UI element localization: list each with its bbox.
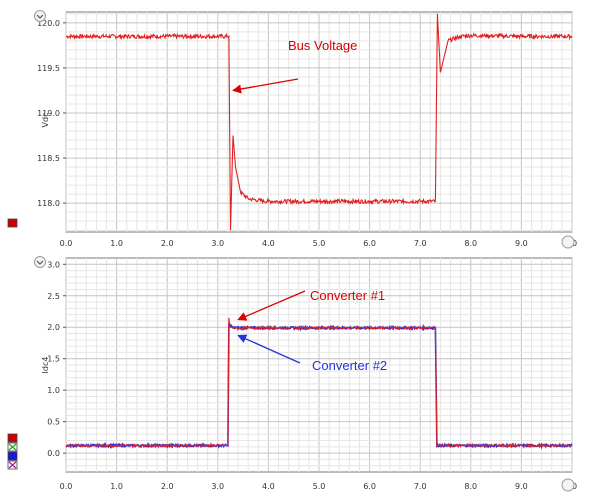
x-tick-label: 2.0 xyxy=(161,239,174,248)
axis-end-icon[interactable] xyxy=(561,478,575,492)
annotation-label: Bus Voltage xyxy=(288,38,357,53)
legend-swatch[interactable] xyxy=(7,442,18,452)
legend-swatch[interactable] xyxy=(7,451,18,461)
y-tick-label: 0.0 xyxy=(47,449,60,458)
x-tick-label: 3.0 xyxy=(211,482,224,491)
y-tick-label: 119.5 xyxy=(37,64,60,73)
collapse-chevron-icon[interactable] xyxy=(34,10,46,22)
y-tick-label: 0.5 xyxy=(47,418,60,427)
y-tick-label: 2.5 xyxy=(47,292,60,301)
annotation-arrow xyxy=(232,78,299,94)
x-tick-label: 5.0 xyxy=(313,239,326,248)
x-tick-label: 5.0 xyxy=(313,482,326,491)
x-tick-label: 8.0 xyxy=(464,482,477,491)
x-tick-label: 8.0 xyxy=(464,239,477,248)
y-tick-label: 1.5 xyxy=(47,355,60,364)
annotation-arrow xyxy=(237,334,301,364)
y-axis-label: Vdc xyxy=(41,113,50,128)
x-tick-label: 6.0 xyxy=(363,482,376,491)
x-tick-label: 2.0 xyxy=(161,482,174,491)
annotation-label: Converter #2 xyxy=(312,358,387,373)
y-axis-label: Idc4 xyxy=(41,357,50,374)
y-tick-label: 2.0 xyxy=(47,323,60,332)
x-tick-label: 3.0 xyxy=(211,239,224,248)
y-tick-label: 118.0 xyxy=(37,199,60,208)
x-tick-label: 7.0 xyxy=(414,239,427,248)
x-tick-label: 1.0 xyxy=(110,239,123,248)
x-tick-label: 6.0 xyxy=(363,239,376,248)
series-line xyxy=(65,317,573,449)
grid xyxy=(65,258,573,472)
collapse-chevron-icon[interactable] xyxy=(34,256,46,268)
y-tick-label: 3.0 xyxy=(47,260,60,269)
grid xyxy=(65,12,573,232)
y-tick-label: 1.0 xyxy=(47,386,60,395)
chart-panel-2: 3.0 2.5 2.0 1.5 1.0 0.5 0.0 0.0 1.0 2.0 3.0 4.0 5.0 6… xyxy=(7,256,577,492)
y-tick-label: 120.0 xyxy=(37,19,60,28)
annotation-arrow xyxy=(237,290,306,321)
x-tick-label: 0.0 xyxy=(60,239,73,248)
y-tick-label: 118.5 xyxy=(37,154,60,163)
x-tick-label: 7.0 xyxy=(414,482,427,491)
x-tick-label: 9.0 xyxy=(515,239,528,248)
x-tick-label: 0.0 xyxy=(60,482,73,491)
series-line xyxy=(65,13,573,231)
chart-panel-1: 120.0 119.5 119.0 118.5 118.0 0.0 1.0 2.0 3.0 4.0… xyxy=(7,10,577,249)
legend-swatch[interactable] xyxy=(7,460,18,470)
axis-end-icon[interactable] xyxy=(561,235,575,249)
annotation-label: Converter #1 xyxy=(310,288,385,303)
x-tick-label: 9.0 xyxy=(515,482,528,491)
x-tick-label: 4.0 xyxy=(262,482,275,491)
legend-swatch[interactable] xyxy=(7,433,18,443)
x-tick-label: 4.0 xyxy=(262,239,275,248)
legend-swatch[interactable] xyxy=(7,218,18,228)
y-tick-label: 119.0 xyxy=(37,109,60,118)
x-tick-label: 1.0 xyxy=(110,482,123,491)
